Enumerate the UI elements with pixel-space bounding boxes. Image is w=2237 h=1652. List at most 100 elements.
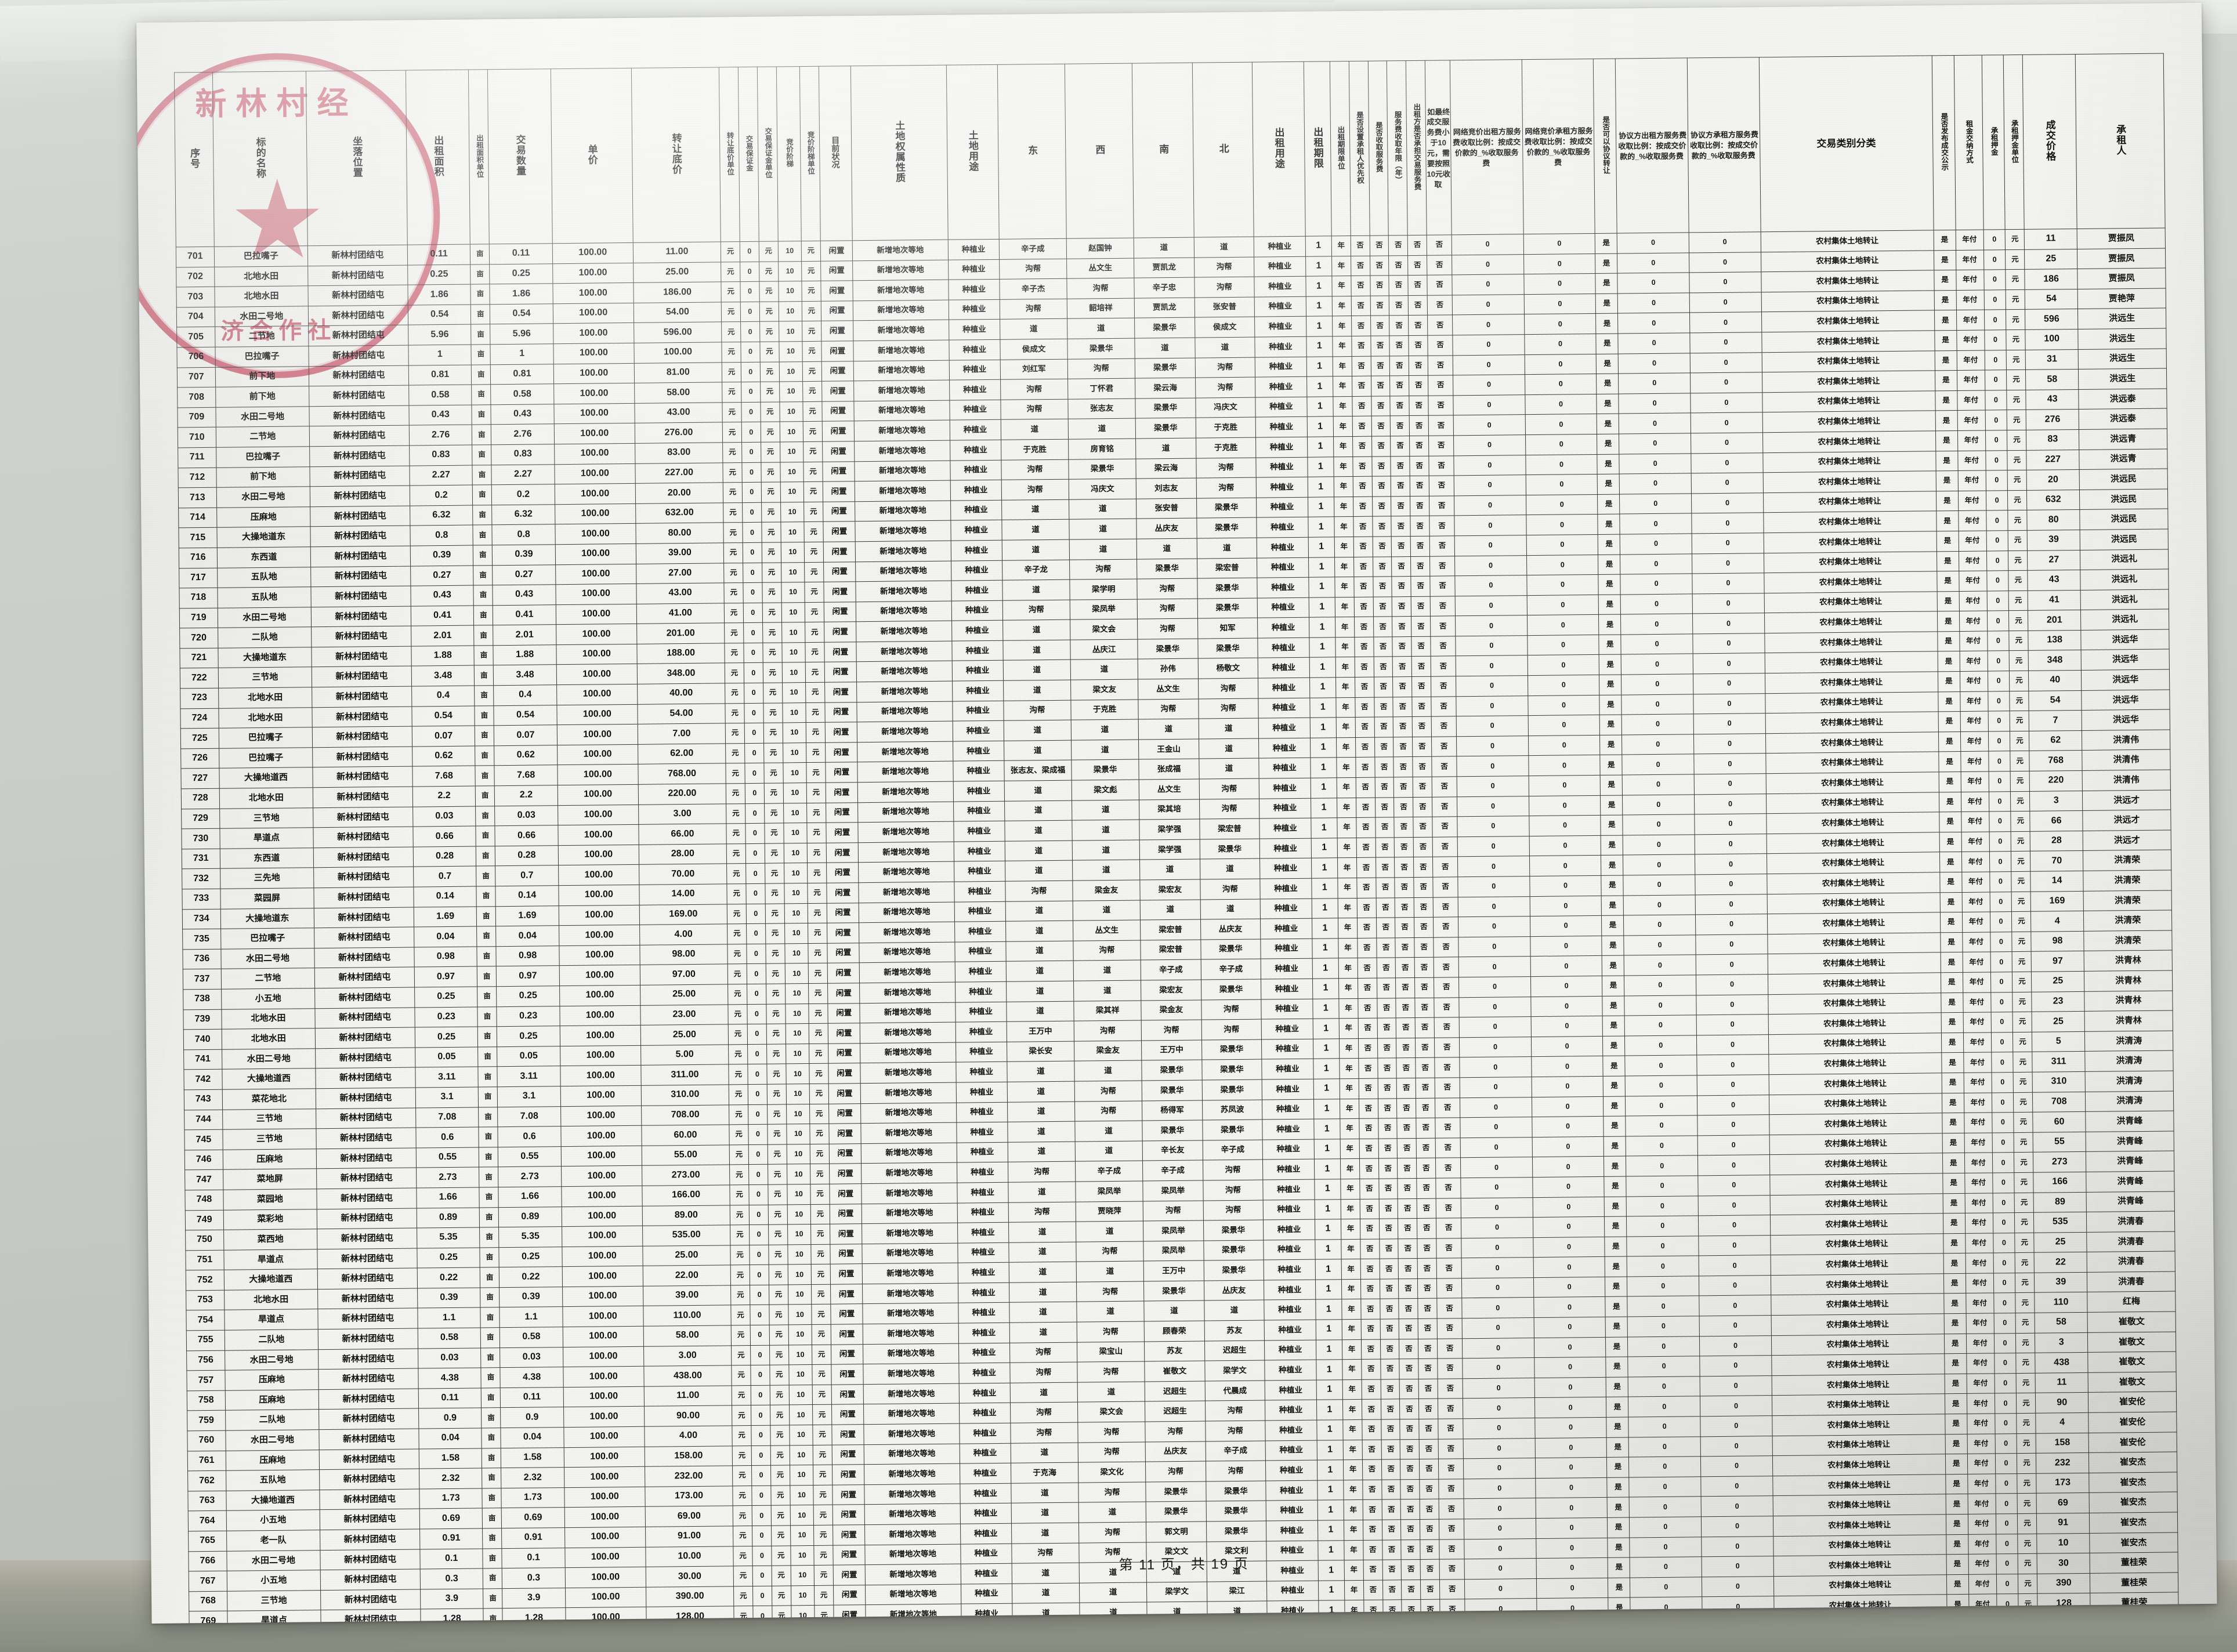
cell-rent-term-unit: 年 <box>1332 316 1352 336</box>
cell-subject-name: 巴拉嘴子 <box>219 747 313 769</box>
cell-bid-step: 10 <box>782 682 806 703</box>
cell-deposit: 0 <box>743 643 763 664</box>
cell-current-status: 闲置 <box>824 642 857 662</box>
cell-charge-service-fee: 否 <box>1377 1038 1397 1059</box>
cell-fee-years: 否 <box>1398 1278 1418 1299</box>
cell-current-status: 闲置 <box>824 682 857 702</box>
cell-lessor-bears-fee: 否 <box>1412 696 1432 717</box>
cell-agreed-lessor-fee-pct: 0 <box>1627 1256 1699 1277</box>
cell-rent-area-unit: 亩 <box>482 1508 502 1528</box>
cell-agreed-lessor-fee-pct: 0 <box>1629 1516 1702 1538</box>
cell-bid-step-unit: 元 <box>808 1003 828 1024</box>
cell-boundary-west: 道 <box>1072 799 1140 821</box>
cell-rent-term-unit: 年 <box>1335 677 1355 698</box>
cell-serial: 748 <box>184 1190 223 1211</box>
cell-base-price: 110.00 <box>643 1305 732 1327</box>
cell-deposit: 0 <box>741 422 761 443</box>
cell-deposit-unit: 元 <box>770 1445 790 1466</box>
cell-unit-price: 100.00 <box>563 1426 645 1448</box>
cell-base-price: 43.00 <box>634 402 723 423</box>
cell-boundary-south: 梁宏普 <box>1140 919 1201 940</box>
cell-boundary-west: 道 <box>1078 1502 1146 1523</box>
cell-boundary-east: 道 <box>1011 1482 1079 1504</box>
cell-boundary-north: 沟帮 <box>1203 1200 1264 1221</box>
cell-lessor-bears-fee: 否 <box>1412 737 1432 757</box>
cell-lessor-bears-fee: 否 <box>1409 415 1429 436</box>
th-unit-price: 单价 <box>551 68 633 244</box>
cell-location: 新林村团结屯 <box>310 465 410 487</box>
cell-boundary-south: 道 <box>1140 899 1201 921</box>
cell-rent-term-unit: 年 <box>1337 838 1357 858</box>
cell-min-ten-yuan: 否 <box>1435 1178 1461 1198</box>
cell-subject-name: 北地水田 <box>224 1289 318 1310</box>
cell-trade-category: 农村集体土地转让 <box>1768 972 1941 995</box>
cell-base-price-unit: 元 <box>729 1144 749 1165</box>
cell-lessee-priority: 否 <box>1355 657 1374 678</box>
cell-lessee-priority: 否 <box>1362 1479 1382 1500</box>
cell-location: 新林村团结屯 <box>312 646 412 668</box>
cell-unit-price: 100.00 <box>564 1506 646 1528</box>
cell-min-ten-yuan: 否 <box>1434 997 1460 1018</box>
cell-net-lessee-fee-pct: 0 <box>1534 1337 1606 1358</box>
cell-subject-name: 水田二号地 <box>217 607 312 628</box>
cell-boundary-north: 沟帮 <box>1196 477 1257 498</box>
cell-location: 新林村团结屯 <box>313 846 414 868</box>
cell-land-use: 种植业 <box>951 600 1003 621</box>
cell-bid-step: 10 <box>781 622 805 643</box>
cell-deposit-unit: 元 <box>766 983 786 1004</box>
cell-serial: 715 <box>178 527 217 548</box>
cell-bid-step: 10 <box>787 1184 811 1205</box>
cell-rent-term: 1 <box>1305 256 1332 277</box>
cell-trade-qty: 1.1 <box>499 1307 563 1328</box>
cell-land-use: 种植业 <box>959 1423 1011 1444</box>
cell-current-status: 闲置 <box>822 421 855 442</box>
cell-bid-step-unit: 元 <box>812 1364 832 1385</box>
cell-bid-step-unit: 元 <box>810 1224 830 1245</box>
cell-net-lessor-fee-pct: 0 <box>1451 234 1524 255</box>
cell-boundary-west: 梁金友 <box>1074 1040 1142 1062</box>
cell-deposit: 0 <box>750 1325 770 1346</box>
cell-trade-category: 农村集体土地转让 <box>1772 1434 1946 1456</box>
cell-trade-qty: 2.76 <box>491 424 555 445</box>
cell-base-price: 310.00 <box>640 1084 729 1106</box>
cell-boundary-north: 梁景华 <box>1196 517 1257 538</box>
cell-base-price: 596.00 <box>634 322 722 343</box>
cell-base-price-unit: 元 <box>726 783 745 804</box>
cell-rent-area: 1.69 <box>414 906 477 928</box>
cell-unit-price: 100.00 <box>565 1587 646 1608</box>
cell-land-nature: 新增地次等地 <box>853 380 950 401</box>
cell-base-price-unit: 元 <box>731 1325 751 1346</box>
cell-unit-price: 100.00 <box>558 784 639 806</box>
cell-boundary-north: 梁景华 <box>1200 939 1261 960</box>
cell-min-ten-yuan: 否 <box>1427 335 1453 356</box>
cell-boundary-east: 沟帮 <box>1009 1362 1078 1383</box>
cell-bid-step: 10 <box>777 241 802 262</box>
cell-lease-deposit-unit: 元 <box>2011 911 2032 932</box>
cell-final-price: 97 <box>2031 951 2084 972</box>
cell-agreed-lessee-fee-pct: 0 <box>1692 532 1764 554</box>
cell-deposit: 0 <box>746 923 766 944</box>
cell-current-status: 闲置 <box>822 441 855 462</box>
th-land-use: 土地用途 <box>946 64 1000 240</box>
cell-subject-name: 小五地 <box>221 988 316 1009</box>
cell-land-nature: 新增地次等地 <box>857 781 954 803</box>
cell-lease-deposit: 0 <box>1988 751 2011 772</box>
cell-lessee: 洪清涛 <box>2084 1030 2173 1052</box>
cell-can-negotiate: 是 <box>1603 1075 1626 1096</box>
cell-unit-price: 100.00 <box>563 1346 644 1367</box>
cell-lessee-priority: 否 <box>1359 1138 1379 1159</box>
cell-net-lessee-fee-pct: 0 <box>1526 574 1599 596</box>
cell-base-price-unit: 元 <box>727 984 747 1005</box>
cell-agreed-lessee-fee-pct: 0 <box>1700 1375 1772 1397</box>
cell-lease-deposit-unit: 元 <box>2011 891 2031 912</box>
cell-net-lessor-fee-pct: 0 <box>1456 655 1528 676</box>
cell-lease-deposit-unit: 元 <box>2012 1012 2032 1032</box>
cell-current-status: 闲置 <box>830 1223 863 1244</box>
cell-lease-deposit-unit: 元 <box>2017 1413 2036 1434</box>
cell-boundary-west: 道 <box>1072 839 1140 861</box>
cell-lessee: 洪远礼 <box>2080 589 2169 610</box>
th-current-status: 目前状况 <box>819 66 853 241</box>
cell-lessor-bears-fee: 否 <box>1409 436 1429 457</box>
cell-rent-area: 0.41 <box>411 605 475 626</box>
cell-boundary-east: 道 <box>1004 740 1072 761</box>
